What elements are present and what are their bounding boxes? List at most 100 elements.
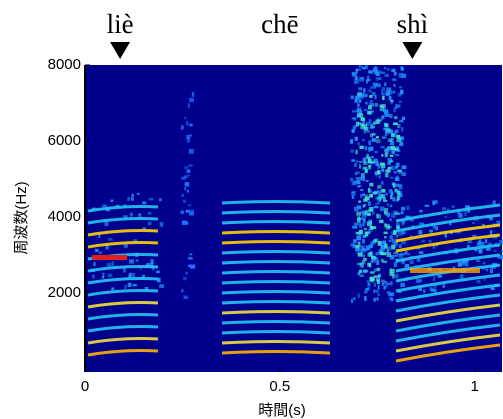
noise-speck: [360, 193, 363, 198]
noise-speck: [391, 133, 395, 137]
noise-speck: [456, 211, 461, 214]
noise-speck: [356, 68, 361, 71]
noise-speck: [355, 232, 360, 235]
noise-speck: [375, 256, 378, 260]
noise-speck: [476, 280, 481, 284]
noise-speck: [360, 173, 365, 178]
noise-speck: [363, 198, 368, 202]
noise-speck: [131, 193, 134, 198]
harmonic-stripe: [221, 330, 331, 335]
noise-speck: [419, 222, 425, 225]
noise-speck: [355, 248, 360, 252]
noise-speck: [372, 68, 376, 72]
noise-speck: [382, 240, 387, 245]
noise-speck: [397, 104, 401, 108]
noise-speck: [359, 77, 365, 80]
noise-speck: [429, 229, 433, 233]
harmonic-stripe: [395, 223, 501, 243]
noise-speck: [358, 96, 363, 101]
syllable-label: liè: [107, 9, 134, 39]
noise-speck: [132, 283, 137, 287]
noise-speck: [370, 133, 374, 138]
noise-speck: [362, 157, 366, 163]
noise-speck: [368, 140, 371, 146]
noise-speck: [422, 289, 426, 294]
noise-speck: [358, 100, 362, 103]
noise-speck: [389, 272, 395, 276]
noise-speck: [356, 205, 361, 209]
noise-speck: [390, 195, 393, 200]
noise-speck: [384, 280, 387, 284]
noise-speck: [366, 153, 369, 157]
noise-speck: [485, 268, 488, 272]
noise-speck: [393, 262, 398, 267]
harmonic-stripe: [395, 283, 501, 303]
noise-speck: [382, 196, 386, 201]
harmonic-stripe: [87, 313, 159, 321]
noise-speck: [377, 185, 382, 189]
noise-speck: [385, 212, 390, 216]
noise-speck: [142, 201, 147, 205]
noise-speck: [401, 73, 407, 78]
noise-speck: [376, 289, 379, 293]
noise-speck: [389, 218, 392, 222]
noise-speck: [362, 123, 368, 128]
noise-speck: [489, 216, 493, 221]
noise-speck: [369, 95, 373, 98]
noise-speck: [394, 254, 397, 257]
noise-speck: [383, 285, 386, 290]
noise-speck: [397, 232, 403, 236]
noise-speck: [370, 271, 375, 274]
noise-speck: [385, 225, 391, 230]
noise-speck: [388, 95, 392, 101]
x-axis-label: 時間(s): [258, 402, 306, 419]
harmonic-stripe: [221, 290, 331, 295]
noise-speck: [388, 225, 392, 229]
noise-speck: [380, 146, 385, 149]
noise-speck: [399, 136, 405, 141]
noise-speck: [361, 248, 366, 251]
harmonic-stripe: [395, 293, 501, 313]
noise-speck: [367, 89, 372, 93]
noise-speck: [374, 258, 379, 261]
noise-speck: [355, 68, 358, 74]
noise-speck: [419, 209, 423, 213]
noise-speck: [393, 130, 396, 134]
noise-speck: [384, 123, 389, 127]
noise-speck: [366, 122, 370, 126]
noise-speck: [371, 104, 375, 107]
noise-speck: [424, 204, 430, 207]
harmonic-stripe: [395, 243, 501, 263]
noise-speck: [396, 162, 400, 167]
noise-speck: [387, 166, 391, 171]
noise-speck: [497, 256, 502, 259]
noise-speck: [478, 249, 483, 254]
noise-speck: [372, 125, 375, 128]
harmonic-stripe: [87, 349, 159, 357]
noise-speck: [400, 211, 404, 215]
noise-speck: [384, 113, 390, 117]
noise-speck: [156, 270, 160, 274]
noise-speck: [373, 275, 379, 278]
noise-speck: [394, 183, 399, 187]
noise-speck: [184, 182, 190, 187]
noise-speck: [393, 107, 396, 112]
noise-speck: [185, 271, 189, 275]
harmonic-stripe: [395, 313, 501, 333]
noise-speck: [374, 102, 378, 107]
noise-speck: [394, 154, 400, 157]
noise-speck: [432, 224, 436, 229]
noise-speck: [93, 262, 96, 267]
noise-speck: [360, 245, 365, 249]
noise-speck: [381, 86, 386, 91]
noise-speck: [366, 130, 370, 133]
noise-speck: [432, 276, 435, 282]
noise-speck: [181, 220, 187, 225]
noise-speck: [500, 254, 503, 260]
noise-speck: [492, 200, 496, 205]
x-tick-label: 0.5: [269, 378, 290, 395]
noise-speck: [389, 235, 393, 240]
noise-speck: [356, 235, 362, 241]
noise-speck: [376, 170, 381, 175]
harmonic-stripe: [221, 230, 331, 235]
